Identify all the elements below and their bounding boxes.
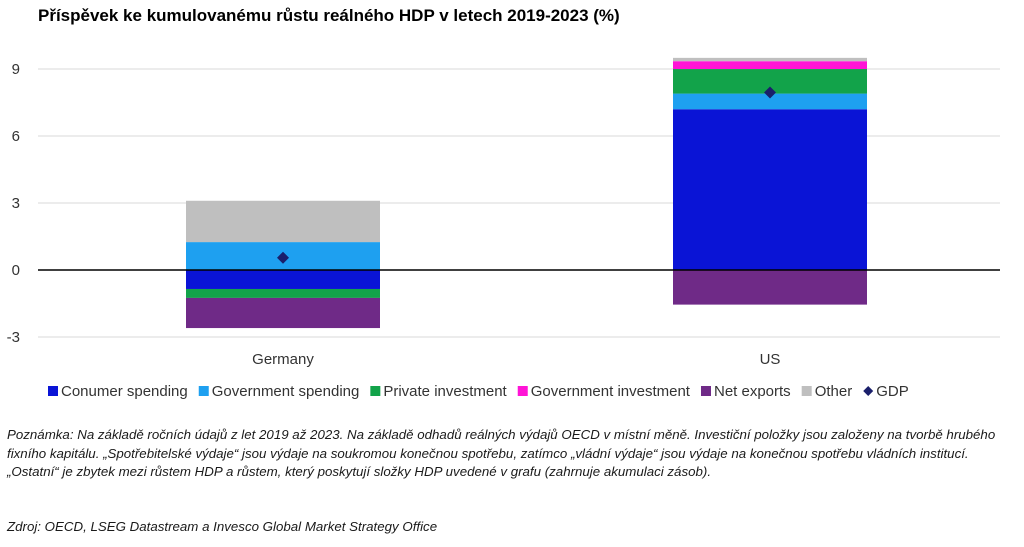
bar-segment [186,297,380,329]
legend-label: Private investment [383,383,507,400]
legend-item: Conumer spending [48,383,188,400]
legend-label: Other [815,383,853,400]
legend-swatch [48,386,58,396]
y-tick-label: -3 [7,329,20,346]
legend-item: Private investment [370,383,508,400]
chart-title: Příspěvek ke kumulovanému růstu reálného… [38,6,620,25]
bars [186,57,867,329]
legend-label: GDP [876,383,909,400]
legend: Conumer spending Government spending Priva… [48,383,909,400]
y-tick-label: 9 [12,61,20,78]
legend-label: Government investment [531,383,691,400]
category-labels: Germany US [252,351,780,368]
legend-item: Government investment [517,383,691,400]
legend-label: Government spending [212,383,360,400]
bar-segment [673,109,867,270]
legend-swatch [370,386,381,396]
legend-item: Other [801,383,853,400]
chart-source: Zdroj: OECD, LSEG Datastream a Invesco G… [7,519,438,534]
category-label: US [760,351,781,368]
bar-segment [186,200,380,243]
y-tick-label: 6 [12,128,20,145]
bar-segment [673,93,867,110]
category-label: Germany [252,351,314,368]
gdp-marker [764,86,776,99]
bar-segment [186,270,380,289]
legend-label: Conumer spending [61,383,188,400]
bar-segment [673,57,867,62]
legend-item: GDP [863,383,909,400]
legend-swatch [801,386,812,396]
bar-segment [673,270,867,305]
legend-swatch [700,386,711,396]
gdp-markers [277,86,776,264]
chart-note: Poznámka: Na základě ročních údajů z let… [7,427,996,479]
legend-swatch [198,386,209,396]
y-tick-label: 3 [12,195,20,212]
legend-item: Net exports [700,383,791,400]
y-tick-label: 0 [12,262,20,279]
y-axis-ticks: -3 0 3 6 9 [7,61,20,346]
gdp-marker [277,251,289,264]
legend-label: Net exports [714,383,791,400]
legend-swatch [517,386,528,396]
legend-item: Government spending [198,383,360,400]
legend-swatch [863,386,874,396]
stacked-bar-chart: -3 0 3 6 9 Germany US Conumer spending Governm… [7,57,1000,400]
bar-segment [186,288,380,298]
bar-segment [673,61,867,70]
